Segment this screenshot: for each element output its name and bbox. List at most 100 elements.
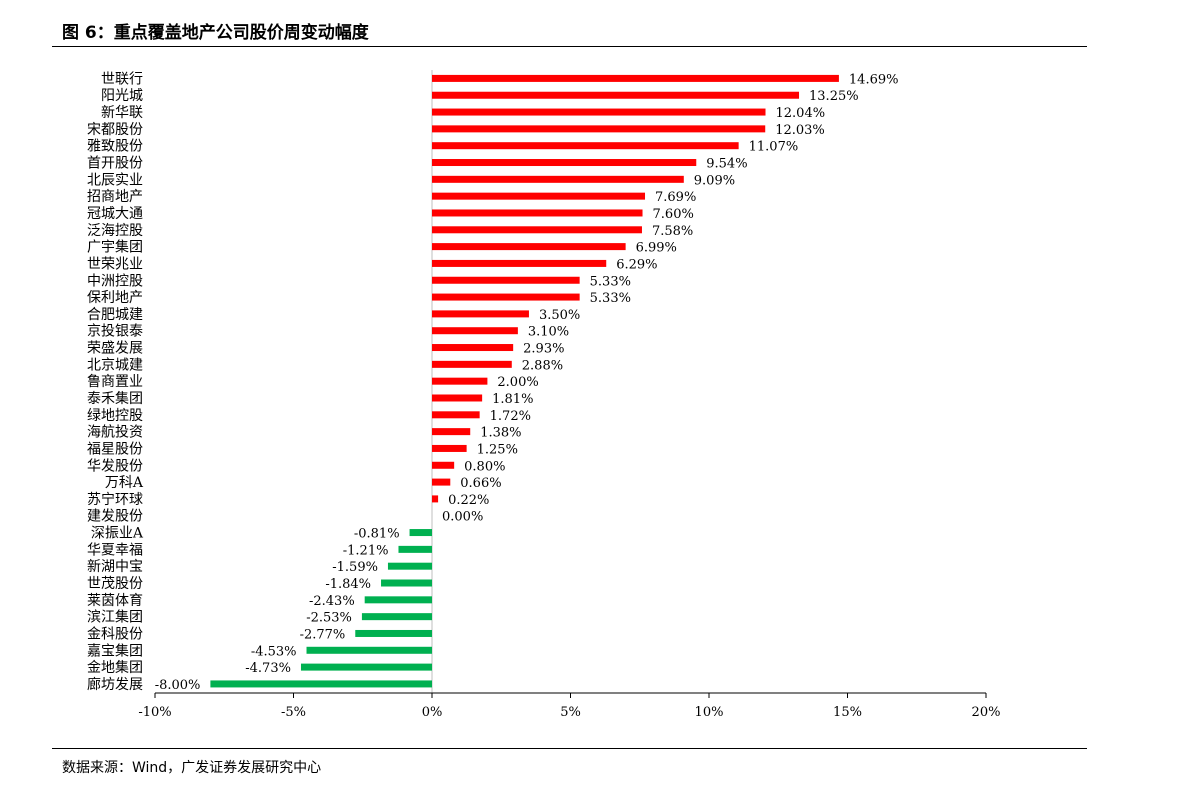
bar <box>432 377 488 385</box>
value-label: 2.88% <box>522 358 563 373</box>
figure-title: 图 6：重点覆盖地产公司股价周变动幅度 <box>62 23 369 43</box>
category-label: 雅致股份 <box>87 139 143 155</box>
bar <box>432 428 471 436</box>
title-rule <box>52 46 1087 47</box>
category-label: 廊坊发展 <box>87 676 143 693</box>
value-label: 2.00% <box>497 375 538 390</box>
category-label: 世荣兆业 <box>87 256 143 272</box>
category-label: 福星股份 <box>87 441 143 457</box>
value-label: 14.69% <box>849 72 899 87</box>
value-label: 3.10% <box>528 325 569 340</box>
bar <box>306 646 432 654</box>
category-label: 中洲控股 <box>87 273 143 289</box>
bar <box>432 125 766 133</box>
value-label: -1.84% <box>325 577 371 592</box>
value-label: 13.25% <box>809 89 859 104</box>
bar <box>432 461 455 469</box>
category-label: 北辰实业 <box>87 172 143 188</box>
bar <box>387 562 432 570</box>
value-label: 7.58% <box>652 224 693 239</box>
category-label: 广宇集团 <box>87 239 143 256</box>
bar <box>432 91 800 99</box>
x-tick-label: 10% <box>695 705 724 720</box>
bar <box>432 192 646 200</box>
x-tick-label: -10% <box>138 705 171 720</box>
category-label: 京投银泰 <box>87 324 143 340</box>
value-label: 7.60% <box>653 207 694 222</box>
bar <box>432 276 580 284</box>
value-label: 9.54% <box>706 157 747 172</box>
value-label: -1.21% <box>343 543 389 558</box>
category-label: 泛海控股 <box>87 223 143 239</box>
category-label: 金地集团 <box>87 659 143 676</box>
category-label: 嘉宝集团 <box>87 642 143 659</box>
bar <box>432 243 626 251</box>
category-label: 北京城建 <box>87 357 143 373</box>
category-label: 新湖中宝 <box>87 559 143 575</box>
category-label: 招商地产 <box>87 189 143 205</box>
bar <box>432 360 512 368</box>
value-label: 1.72% <box>490 409 531 424</box>
bar <box>432 159 697 167</box>
value-label: 0.00% <box>442 510 483 525</box>
category-label: 苏宁环球 <box>87 491 143 508</box>
x-tick-label: 0% <box>422 705 443 720</box>
bar <box>300 663 432 671</box>
bar <box>432 411 480 419</box>
value-label: 12.03% <box>775 123 825 138</box>
bar <box>432 293 580 301</box>
bar <box>432 444 467 452</box>
value-label: -2.43% <box>309 594 355 609</box>
category-label: 莱茵体育 <box>87 593 143 609</box>
category-label: 新华联 <box>101 105 143 121</box>
bar <box>432 226 642 234</box>
category-label: 绿地控股 <box>87 408 143 424</box>
value-label: 7.69% <box>655 190 696 205</box>
value-label: 1.81% <box>492 392 533 407</box>
source-rule <box>52 748 1087 749</box>
category-label: 华夏幸福 <box>87 542 143 558</box>
category-label: 合肥城建 <box>87 307 143 323</box>
bar <box>432 344 514 352</box>
value-label: 12.04% <box>776 106 826 121</box>
value-label: 11.07% <box>749 140 799 155</box>
value-label: 0.22% <box>448 493 489 508</box>
category-label: 金科股份 <box>87 626 143 642</box>
value-label: -1.59% <box>332 560 378 575</box>
bar <box>432 74 839 82</box>
category-label: 世联行 <box>101 71 143 87</box>
value-label: -0.81% <box>354 527 400 542</box>
bar <box>432 108 766 116</box>
bar <box>432 175 684 183</box>
value-label: 0.66% <box>460 476 501 491</box>
value-label: 5.33% <box>590 291 631 306</box>
category-label: 冠城大通 <box>87 206 143 222</box>
category-label: 万科A <box>105 475 144 491</box>
value-label: -8.00% <box>155 678 201 693</box>
bar <box>364 596 432 604</box>
value-label: 1.38% <box>480 426 521 441</box>
value-label: 3.50% <box>539 308 580 323</box>
category-label: 阳光城 <box>101 88 143 104</box>
bar <box>432 394 483 402</box>
category-label: 世茂股份 <box>87 575 143 592</box>
value-label: 6.99% <box>636 241 677 256</box>
value-label: 6.29% <box>616 257 657 272</box>
category-label: 宋都股份 <box>87 122 143 138</box>
category-label: 鲁商置业 <box>87 374 143 390</box>
bar <box>432 209 643 217</box>
bar <box>398 545 432 553</box>
x-tick-label: 15% <box>833 705 862 720</box>
bar <box>432 142 739 150</box>
category-label: 深振业A <box>91 526 144 542</box>
bar <box>432 478 451 486</box>
category-label: 保利地产 <box>87 290 143 306</box>
category-label: 建发股份 <box>87 509 143 525</box>
x-tick-label: 5% <box>560 705 581 720</box>
bar <box>381 579 432 587</box>
bar <box>409 529 432 537</box>
value-label: 1.25% <box>477 442 518 457</box>
bar <box>361 613 432 621</box>
category-label: 泰禾集团 <box>87 390 143 407</box>
